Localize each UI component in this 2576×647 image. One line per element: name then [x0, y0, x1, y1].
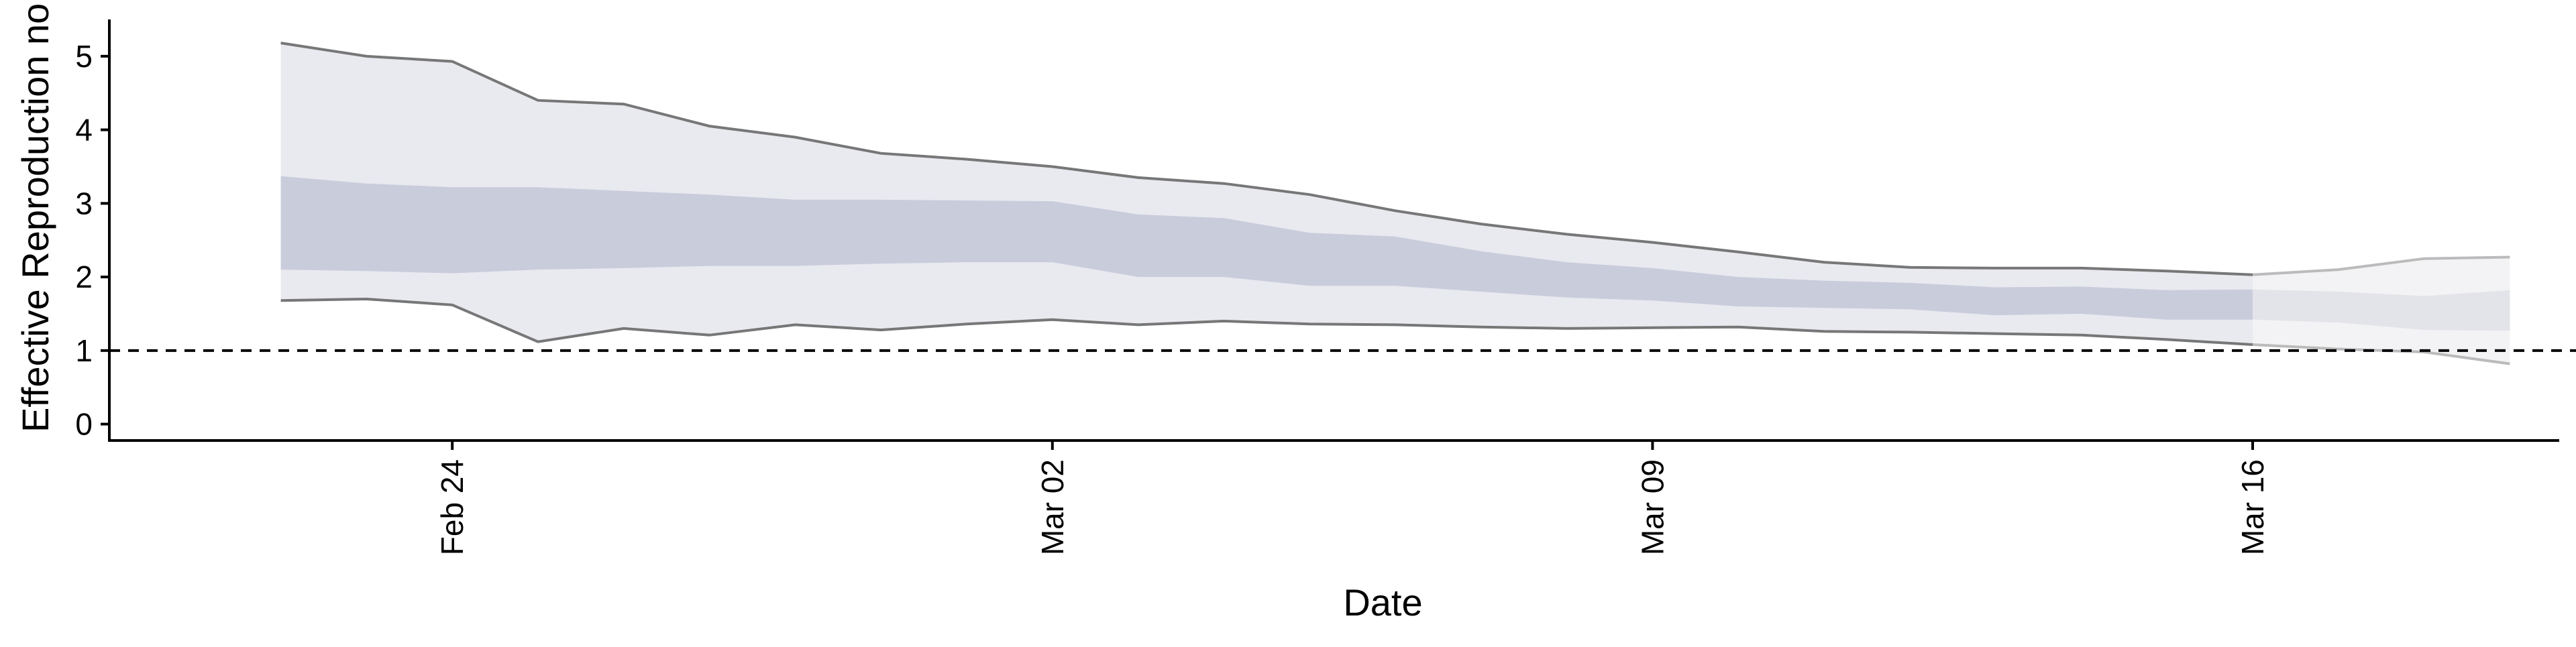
x-tick-label: Feb 24 [435, 459, 470, 555]
band-50-recent [2253, 289, 2510, 331]
axes-layer: 0 1 2 3 4 5 Feb 24 Mar 02 Mar 09 Mar 16 [75, 19, 2559, 555]
x-tick-label: Mar 02 [1035, 459, 1070, 555]
upper-bound-line-recent [2252, 255, 2510, 276]
bands-layer [280, 43, 2510, 364]
band-90-estimate [280, 43, 2253, 345]
y-tick-label: 0 [75, 407, 93, 442]
y-ticks: 0 1 2 3 4 5 [75, 39, 109, 442]
x-ticks: Feb 24 Mar 02 Mar 09 Mar 16 [435, 440, 2270, 555]
lower-bound-line [280, 297, 2253, 346]
bound-lines-layer [280, 42, 2510, 365]
y-tick-label: 5 [75, 39, 93, 74]
y-tick-label: 3 [75, 186, 93, 221]
x-tick-label: Mar 09 [1635, 459, 1670, 555]
upper-bound-line [280, 42, 2253, 276]
x-tick-label: Mar 16 [2235, 459, 2270, 555]
y-tick-label: 2 [75, 259, 93, 294]
band-50-estimate [280, 176, 2253, 320]
y-tick-label: 1 [75, 333, 93, 368]
y-tick-label: 4 [75, 113, 93, 148]
x-axis-title: Date [1343, 581, 1422, 624]
lower-bound-line-recent [2252, 343, 2510, 365]
y-axis-title: Effective Reproduction no. [14, 0, 56, 432]
